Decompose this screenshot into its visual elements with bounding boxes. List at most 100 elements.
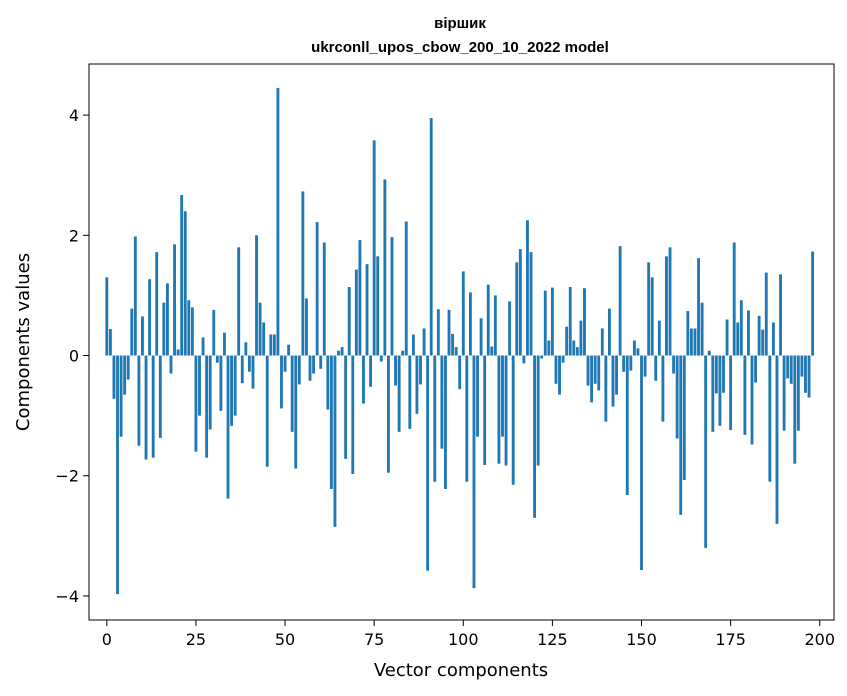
bar-12 [148,279,152,356]
bar-4 [119,355,123,437]
bar-73 [365,264,369,356]
chart-title: віршик [434,15,486,32]
bar-88 [419,355,422,385]
bar-130 [568,287,572,356]
bar-16 [162,302,166,356]
bar-82 [397,355,401,432]
bar-52 [290,355,294,432]
bar-129 [565,326,569,356]
bar-60 [319,355,323,369]
bar-134 [583,288,586,356]
x-tick-label: 200 [804,630,835,649]
bar-2 [112,355,116,399]
bar-93 [436,309,440,356]
bar-17 [166,283,169,356]
bar-192 [789,355,793,384]
bar-76 [376,256,380,356]
bar-131 [572,340,576,356]
bar-26 [198,355,201,416]
bar-75 [372,140,376,356]
bar-79 [387,355,390,473]
bars-group [105,88,815,595]
bar-30 [212,309,216,356]
bar-37 [237,247,241,356]
bar-164 [689,328,693,356]
chart-subtitle: ukrconll_upos_cbow_200_10_2022 model [311,39,609,56]
bar-158 [668,247,672,356]
bar-167 [700,302,704,356]
bar-153 [650,277,654,356]
bar-157 [665,256,668,356]
bar-135 [586,355,590,386]
bar-67 [344,355,348,459]
bar-189 [779,274,782,356]
bar-69 [351,355,355,474]
bar-89 [422,328,426,356]
x-axis-ticks: 0 25 50 75 100 125 150 175 200 [102,620,835,649]
bar-142 [611,355,615,407]
bar-108 [490,346,494,356]
bar-94 [440,355,444,449]
bar-84 [404,221,408,356]
x-tick-label: 125 [537,630,568,649]
bar-115 [515,262,519,356]
bar-124 [547,340,551,356]
bar-62 [326,355,330,410]
bar-39 [244,342,248,356]
bar-90 [426,355,430,571]
bar-55 [301,191,305,356]
bar-179 [743,355,747,435]
bar-9 [137,355,141,446]
bar-72 [362,355,365,404]
bar-120 [533,355,536,518]
x-tick-label: 150 [626,630,657,649]
bar-148 [632,340,636,356]
bar-7 [130,308,134,356]
bar-10 [141,316,144,356]
bar-59 [315,222,319,356]
bar-143 [615,355,618,395]
bar-166 [697,258,700,356]
bar-180 [747,310,750,356]
bar-70 [354,269,358,356]
bar-43 [258,302,262,356]
bar-56 [305,298,308,356]
bar-15 [158,355,162,438]
bar-170 [711,355,715,432]
bar-186 [768,355,772,482]
bar-46 [269,334,273,356]
bar-61 [322,242,326,356]
bar-119 [529,252,533,356]
bar-154 [654,355,658,381]
bar-47 [272,334,276,356]
x-tick-label: 0 [102,630,112,649]
bar-71 [358,240,362,356]
bar-14 [155,252,159,356]
bar-165 [693,328,697,356]
bar-65 [337,350,340,356]
bar-35 [230,355,234,426]
bar-13 [151,355,155,458]
bar-149 [636,348,640,356]
y-axis-ticks: −4 −2 0 2 4 [55,106,89,606]
bar-198 [811,251,815,356]
bar-81 [394,355,397,386]
bar-78 [383,179,387,356]
bar-176 [732,242,736,356]
bar-85 [408,355,412,429]
bar-36 [233,355,237,416]
bar-87 [415,355,419,414]
bar-38 [240,355,244,384]
bar-18 [169,355,173,374]
bar-182 [754,355,757,383]
bar-104 [476,355,479,437]
bar-121 [536,355,540,466]
bar-133 [579,320,583,356]
bar-33 [223,332,226,356]
y-tick-label: −2 [55,467,79,486]
bar-105 [479,318,483,356]
bar-155 [657,320,661,356]
bar-74 [369,355,373,387]
bar-29 [208,355,212,430]
